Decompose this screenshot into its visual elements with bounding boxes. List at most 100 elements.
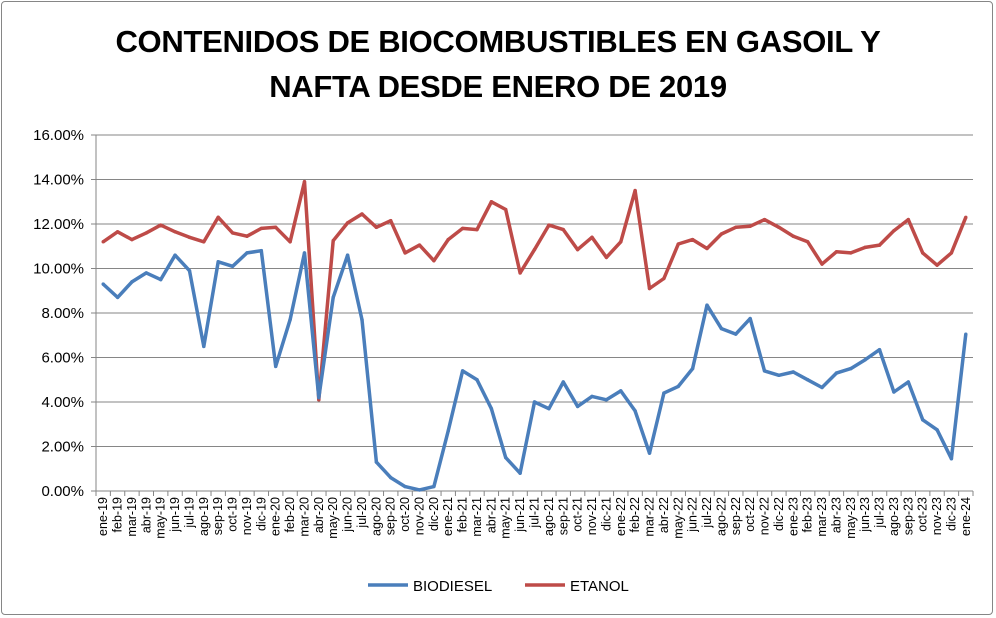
data-point-biodiesel	[360, 317, 364, 322]
x-tick-label: abr-23	[829, 497, 843, 533]
data-point-biodiesel	[288, 317, 292, 322]
data-point-biodiesel	[345, 253, 350, 257]
y-tick-label: 10.00%	[33, 261, 84, 278]
data-point-biodiesel	[935, 428, 939, 432]
y-tick-label: 14.00%	[33, 172, 84, 189]
data-point-biodiesel	[791, 370, 795, 374]
x-tick-label: nov-20	[412, 497, 426, 535]
data-point-biodiesel	[849, 366, 853, 371]
data-point-etanol	[547, 223, 551, 227]
data-point-etanol	[331, 238, 335, 243]
data-point-biodiesel	[690, 366, 695, 371]
data-point-biodiesel	[173, 253, 177, 257]
data-point-biodiesel	[719, 326, 724, 331]
data-point-etanol	[144, 231, 149, 235]
data-point-biodiesel	[101, 282, 105, 286]
data-point-etanol	[662, 276, 666, 281]
x-tick-label: ene-22	[614, 497, 628, 536]
data-point-etanol	[734, 225, 738, 230]
data-point-etanol	[245, 234, 249, 238]
data-point-biodiesel	[403, 484, 407, 489]
data-point-etanol	[633, 188, 637, 193]
data-point-etanol	[230, 231, 235, 235]
data-point-biodiesel	[892, 390, 896, 394]
x-tick-label: dic-23	[944, 497, 958, 531]
x-tick-label: dic-19	[254, 497, 268, 531]
x-tick-label: jun-19	[168, 497, 182, 533]
series-line-etanol	[102, 179, 968, 402]
data-point-etanol	[762, 217, 767, 222]
x-tick-label: nov-19	[240, 497, 254, 535]
data-point-biodiesel	[964, 332, 968, 336]
data-point-etanol	[849, 251, 853, 255]
data-point-etanol	[158, 223, 163, 227]
data-point-biodiesel	[805, 378, 810, 382]
data-point-etanol	[302, 180, 307, 184]
data-point-biodiesel	[834, 371, 839, 375]
data-point-biodiesel	[460, 369, 465, 373]
data-point-etanol	[920, 251, 925, 255]
data-point-etanol	[935, 263, 939, 267]
data-point-etanol	[417, 243, 422, 247]
x-tick-label: nov-23	[930, 497, 944, 535]
legend-label-etanol: ETANOL	[570, 578, 629, 595]
y-tick-label: 16.00%	[33, 127, 84, 144]
data-point-biodiesel	[734, 332, 738, 336]
x-tick-label: jul-23	[873, 497, 887, 529]
x-tick-label: ago-20	[369, 497, 383, 536]
x-tick-label: feb-22	[628, 497, 642, 532]
data-point-etanol	[719, 232, 724, 236]
x-tick-label: jul-20	[355, 497, 369, 529]
data-point-etanol	[216, 215, 220, 220]
data-point-etanol	[389, 218, 393, 223]
data-point-biodiesel	[216, 260, 220, 264]
x-tick-label: sep-19	[211, 497, 225, 535]
data-point-biodiesel	[259, 249, 264, 253]
x-tick-label: feb-23	[801, 497, 815, 532]
x-tick-label: dic-22	[772, 497, 786, 531]
x-tick-label: sep-23	[901, 497, 915, 535]
data-point-biodiesel	[604, 398, 609, 402]
data-point-etanol	[475, 227, 479, 232]
data-point-etanol	[647, 286, 652, 291]
x-tick-label: sep-21	[556, 497, 570, 535]
data-point-biodiesel	[949, 457, 954, 461]
x-tick-label: ene-19	[96, 497, 110, 536]
data-point-biodiesel	[647, 451, 652, 455]
x-tick-label: oct-21	[571, 497, 585, 532]
x-tick-label: mar-20	[297, 497, 311, 537]
x-tick-label: ene-24	[959, 497, 973, 536]
data-point-biodiesel	[230, 264, 235, 268]
data-point-etanol	[432, 259, 436, 263]
x-tick-label: jun-23	[858, 497, 872, 533]
data-point-biodiesel	[777, 373, 781, 377]
data-point-biodiesel	[374, 460, 379, 464]
data-point-etanol	[130, 237, 134, 242]
x-tick-label: sep-20	[384, 497, 398, 535]
y-tick-label: 8.00%	[41, 305, 84, 322]
data-point-biodiesel	[302, 251, 307, 255]
data-point-etanol	[504, 207, 508, 212]
data-point-biodiesel	[489, 406, 494, 411]
x-tick-label: ago-22	[714, 497, 728, 536]
data-point-biodiesel	[389, 475, 393, 480]
x-tick-label: abr-22	[657, 497, 671, 533]
data-point-biodiesel	[705, 303, 709, 307]
data-point-biodiesel	[446, 429, 450, 433]
x-tick-label: nov-22	[758, 497, 772, 535]
x-tick-label: dic-21	[599, 497, 613, 531]
data-point-biodiesel	[417, 488, 422, 492]
chart-title-line-2: NAFTA DESDE ENERO DE 2019	[269, 69, 727, 104]
data-point-biodiesel	[590, 394, 594, 399]
x-tick-label: feb-19	[111, 497, 125, 532]
data-point-etanol	[575, 247, 580, 252]
data-point-etanol	[834, 250, 839, 254]
data-point-etanol	[274, 225, 278, 230]
data-point-biodiesel	[115, 295, 120, 300]
data-point-etanol	[374, 225, 379, 230]
x-tick-label: jun-22	[686, 497, 700, 533]
data-point-etanol	[115, 230, 120, 234]
x-tick-label: oct-23	[916, 497, 930, 532]
